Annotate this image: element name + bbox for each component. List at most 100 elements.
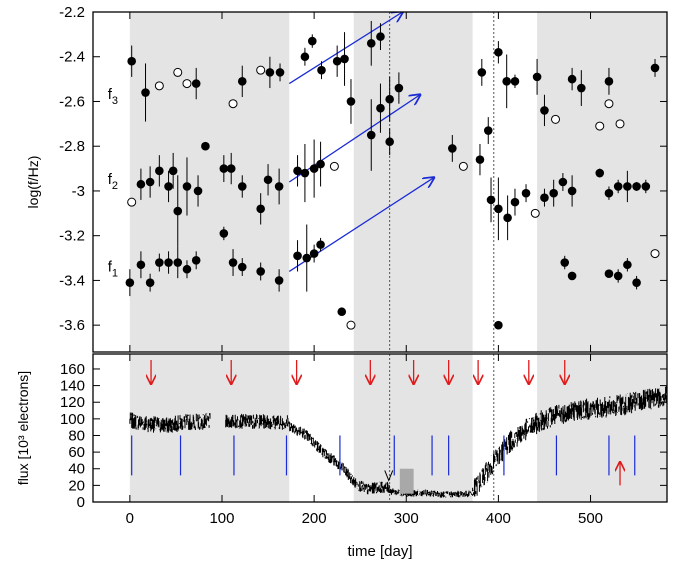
filled-point — [337, 307, 347, 317]
filled-point — [532, 72, 542, 82]
open-point — [127, 197, 137, 207]
filled-point — [136, 260, 146, 270]
y-tick-label: 120 — [60, 394, 85, 411]
frequency-panel-axes: -3.6 -3.4 -3.2 -3 -2.8 -2.6 -2.4 -2.2 — [59, 4, 668, 353]
y-tick-label: 160 — [60, 361, 85, 378]
filled-point — [228, 258, 238, 267]
y-tick-label: -2.2 — [59, 4, 85, 21]
filled-point — [650, 63, 660, 73]
open-point — [154, 81, 164, 91]
open-point — [173, 67, 183, 77]
filled-point — [494, 47, 503, 57]
filled-point — [558, 177, 568, 187]
series-labels: f3 f2 f1 — [108, 86, 118, 279]
filled-point — [145, 177, 155, 187]
open-point — [604, 99, 614, 109]
flux-panel-dotted-lines — [389, 354, 495, 502]
filled-point — [300, 52, 310, 62]
y-tick-label: -3 — [72, 183, 85, 200]
filled-point — [510, 197, 520, 207]
filled-point — [316, 240, 325, 249]
x-tick-label: 100 — [209, 510, 234, 527]
filled-point — [300, 168, 310, 178]
filled-point — [494, 204, 503, 214]
filled-point — [173, 206, 183, 216]
filled-point — [256, 204, 265, 214]
filled-point — [540, 106, 549, 115]
x-tick-label: 400 — [486, 510, 511, 527]
trend-arrow — [288, 12, 402, 85]
filled-point — [623, 182, 632, 191]
filled-point — [293, 166, 302, 176]
x-tick-label: 0 — [126, 510, 134, 527]
filled-point — [237, 262, 247, 272]
y-tick-label: 60 — [68, 444, 85, 461]
filled-point — [366, 39, 376, 48]
y-tick-label: -3.2 — [59, 228, 85, 245]
time-axis-title: time [day] — [347, 543, 412, 560]
filled-point — [483, 126, 493, 135]
filled-point — [168, 166, 178, 176]
filled-point — [641, 182, 651, 191]
y-tick-label: -3.6 — [59, 317, 85, 334]
flux-panel-shading — [129, 354, 667, 502]
open-point — [595, 121, 605, 131]
filled-point — [623, 260, 632, 270]
filled-point — [136, 179, 146, 189]
flux-axis-title: flux [10³ electrons] — [15, 371, 31, 485]
filled-point — [191, 255, 201, 265]
filled-point — [237, 182, 247, 191]
x-tick-label: 200 — [302, 510, 327, 527]
filled-point — [595, 168, 605, 178]
filled-point — [256, 267, 265, 276]
y-tick-label: -2.6 — [59, 93, 85, 110]
shaded-band — [353, 12, 473, 352]
filled-point — [567, 271, 577, 281]
x-tick-label: 500 — [578, 510, 603, 527]
filled-point — [549, 188, 558, 198]
filled-point — [316, 159, 325, 169]
y-tick-label: 0 — [77, 494, 85, 511]
x-tick-label: 300 — [394, 510, 419, 527]
y-tick-label: -2.4 — [59, 49, 85, 66]
filled-point — [632, 278, 641, 287]
filled-point — [155, 258, 164, 267]
y-tick-label: 80 — [68, 427, 85, 444]
filled-point — [604, 188, 614, 198]
open-point — [256, 65, 266, 75]
filled-point — [503, 213, 512, 223]
y-tick-label: -3.4 — [59, 272, 85, 289]
filled-point — [219, 229, 229, 238]
filled-point — [127, 56, 136, 66]
flux-markers — [131, 360, 636, 494]
filled-point — [577, 83, 586, 93]
open-point — [182, 79, 192, 89]
y-tick-label: 40 — [68, 461, 85, 478]
frequency-axis-title: log(f/Hz) — [25, 156, 41, 209]
open-point — [228, 99, 238, 109]
flux-segment — [472, 386, 667, 497]
open-point — [530, 208, 540, 218]
filled-point — [237, 77, 247, 86]
y-tick-label: -2.8 — [59, 138, 85, 155]
filled-point — [226, 164, 236, 173]
filled-point — [366, 130, 376, 140]
frequency-panel: -3.6 -3.4 -3.2 -3 -2.8 -2.6 -2.4 -2.2 f3 f2 f1 lo… — [25, 4, 668, 353]
filled-point — [477, 68, 487, 77]
filled-point — [567, 74, 577, 84]
filled-point — [275, 68, 285, 77]
filled-point — [219, 164, 229, 173]
filled-point — [613, 182, 623, 191]
series-label: f3 — [108, 86, 118, 107]
filled-point — [540, 193, 549, 202]
filled-point — [486, 195, 496, 205]
y-tick-label: 100 — [60, 411, 85, 428]
filled-point — [494, 320, 503, 330]
flux-segment — [225, 413, 289, 430]
series-label: f2 — [108, 171, 118, 192]
filled-point — [613, 271, 623, 281]
open-arrowhead — [384, 470, 394, 482]
filled-point — [173, 258, 183, 267]
